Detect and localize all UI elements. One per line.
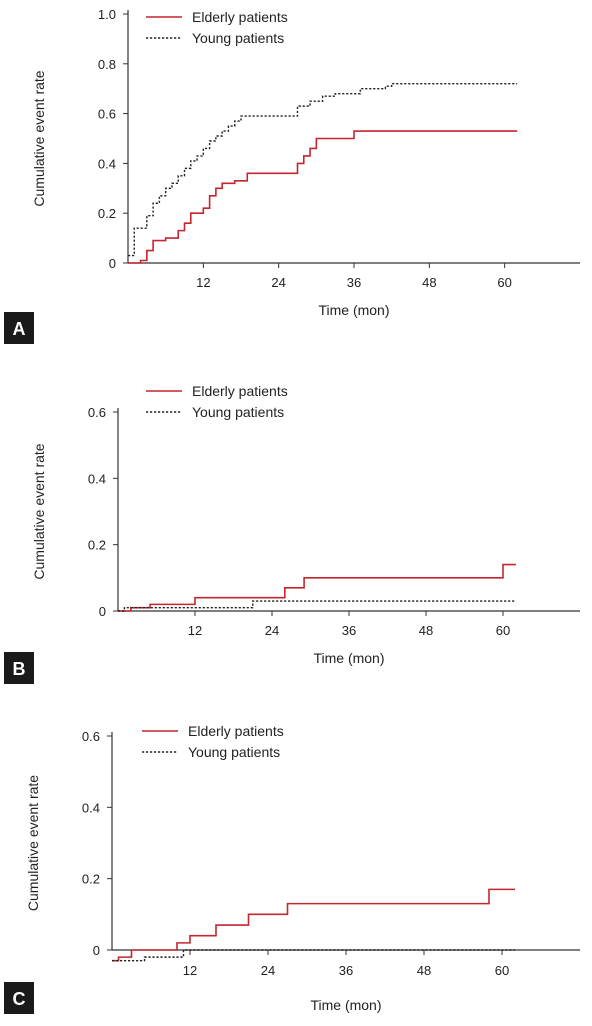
x-tick-label-a-4: 60 <box>497 275 511 290</box>
panel-label-a: A <box>13 319 26 339</box>
x-tick-label-c-4: 60 <box>495 963 509 978</box>
series-line-young-c <box>112 949 515 962</box>
x-axis-title-b: Time (mon) <box>313 650 384 666</box>
legend-label-young-a: Young patients <box>192 30 284 46</box>
y-tick-label-c-3: 0.6 <box>82 729 100 744</box>
x-tick-label-b-0: 12 <box>188 623 202 638</box>
chart-panel-b: 0 0.2 0.4 0.6 12 24 36 48 60 Time (mon) Cumulative… <box>0 350 592 690</box>
y-tick-label-b-2: 0.4 <box>88 471 106 486</box>
y-axis-title-a: Cumulative event rate <box>31 70 47 206</box>
x-tick-label-a-3: 48 <box>422 275 436 290</box>
legend-label-young-b: Young patients <box>192 404 284 420</box>
x-tick-label-a-2: 36 <box>347 275 361 290</box>
y-tick-label-a-4: 0.8 <box>98 57 116 72</box>
chart-c-svg: 0 0.2 0.4 0.6 12 24 36 48 60 Time (mon) Cumulative… <box>4 723 580 1014</box>
y-tick-label-a-2: 0.4 <box>98 156 116 171</box>
panel-label-box-a <box>4 312 34 344</box>
chart-b-svg: 0 0.2 0.4 0.6 12 24 36 48 60 Time (mon) Cumulative… <box>4 383 580 684</box>
legend-label-elderly-b: Elderly patients <box>192 383 288 399</box>
chart-a-svg: 0 0.2 0.4 0.6 0.8 1.0 12 24 36 48 60 Time (mon) Cumu… <box>4 7 580 344</box>
x-tick-label-b-1: 24 <box>265 623 279 638</box>
y-tick-label-a-5: 1.0 <box>98 7 116 22</box>
y-tick-label-c-1: 0.2 <box>82 872 100 887</box>
chart-panel-a: 0 0.2 0.4 0.6 0.8 1.0 12 24 36 48 60 Time (mon) Cumu… <box>0 0 592 350</box>
y-tick-label-b-1: 0.2 <box>88 538 106 553</box>
x-tick-label-b-2: 36 <box>342 623 356 638</box>
y-tick-label-a-3: 0.6 <box>98 107 116 122</box>
panel-label-b: B <box>13 659 26 679</box>
panel-label-box-b <box>4 652 34 684</box>
x-tick-label-c-0: 12 <box>183 963 197 978</box>
x-tick-label-b-3: 48 <box>419 623 433 638</box>
y-axis-title-c: Cumulative event rate <box>25 775 41 911</box>
series-line-elderly-b <box>118 563 516 612</box>
panel-label-box-c <box>4 982 34 1014</box>
panel-label-c: C <box>13 989 26 1009</box>
legend-label-young-c: Young patients <box>188 744 280 760</box>
legend-label-elderly-a: Elderly patients <box>192 9 288 25</box>
y-tick-label-c-0: 0 <box>93 943 100 958</box>
x-tick-label-a-1: 24 <box>271 275 285 290</box>
x-axis-title-c: Time (mon) <box>310 997 381 1013</box>
series-line-elderly-a <box>128 130 518 264</box>
series-line-young-b <box>118 600 516 612</box>
x-tick-label-c-3: 48 <box>417 963 431 978</box>
x-tick-label-c-2: 36 <box>339 963 353 978</box>
y-axis-title-b: Cumulative event rate <box>31 443 47 579</box>
series-line-elderly-c <box>112 888 515 962</box>
y-tick-label-a-0: 0 <box>109 256 116 271</box>
series-line-young-a <box>128 83 518 257</box>
y-tick-label-c-2: 0.4 <box>82 800 100 815</box>
y-tick-label-b-0: 0 <box>99 604 106 619</box>
y-tick-label-b-3: 0.6 <box>88 405 106 420</box>
x-tick-label-b-4: 60 <box>496 623 510 638</box>
x-axis-title-a: Time (mon) <box>318 302 389 318</box>
x-tick-label-a-0: 12 <box>196 275 210 290</box>
legend-label-elderly-c: Elderly patients <box>188 723 284 739</box>
chart-panel-c: 0 0.2 0.4 0.6 12 24 36 48 60 Time (mon) Cumulative… <box>0 690 592 1026</box>
x-tick-label-c-1: 24 <box>261 963 275 978</box>
y-tick-label-a-1: 0.2 <box>98 206 116 221</box>
